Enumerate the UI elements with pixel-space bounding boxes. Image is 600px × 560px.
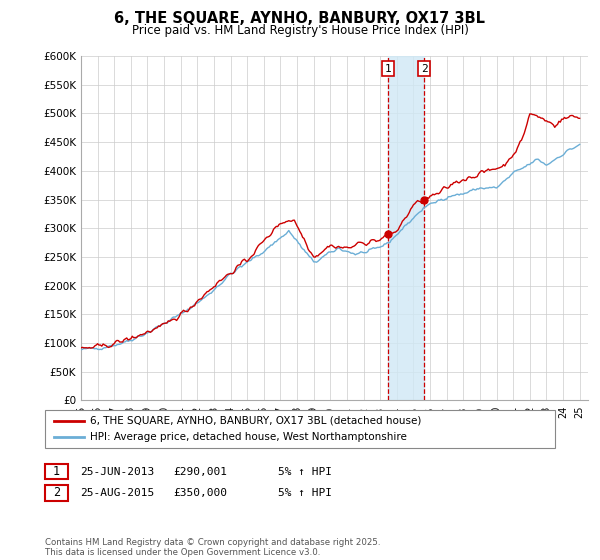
Text: £290,001: £290,001	[173, 466, 227, 477]
Text: 1: 1	[385, 64, 392, 73]
Text: 2: 2	[421, 64, 428, 73]
Text: 2: 2	[53, 486, 60, 500]
Text: 5% ↑ HPI: 5% ↑ HPI	[278, 488, 332, 498]
Text: 25-AUG-2015: 25-AUG-2015	[80, 488, 154, 498]
Text: 6, THE SQUARE, AYNHO, BANBURY, OX17 3BL: 6, THE SQUARE, AYNHO, BANBURY, OX17 3BL	[115, 11, 485, 26]
Text: 1: 1	[53, 465, 60, 478]
Text: Contains HM Land Registry data © Crown copyright and database right 2025.
This d: Contains HM Land Registry data © Crown c…	[45, 538, 380, 557]
Text: Price paid vs. HM Land Registry's House Price Index (HPI): Price paid vs. HM Land Registry's House …	[131, 24, 469, 36]
Text: 25-JUN-2013: 25-JUN-2013	[80, 466, 154, 477]
Text: 6, THE SQUARE, AYNHO, BANBURY, OX17 3BL (detached house): 6, THE SQUARE, AYNHO, BANBURY, OX17 3BL …	[90, 416, 421, 426]
Text: £350,000: £350,000	[173, 488, 227, 498]
Bar	[388, 56, 424, 400]
Text: HPI: Average price, detached house, West Northamptonshire: HPI: Average price, detached house, West…	[90, 432, 407, 442]
Text: 5% ↑ HPI: 5% ↑ HPI	[278, 466, 332, 477]
